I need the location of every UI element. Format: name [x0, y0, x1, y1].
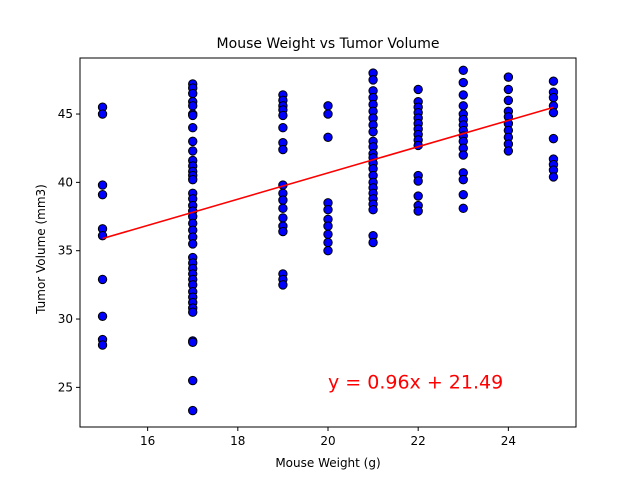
data-point	[323, 237, 333, 248]
data-point	[458, 189, 468, 200]
data-point	[97, 189, 108, 200]
plot-frame	[79, 57, 577, 428]
data-point	[97, 340, 108, 350]
data-point	[278, 195, 288, 205]
data-point	[323, 246, 333, 256]
data-point	[458, 101, 468, 111]
data-point	[368, 205, 378, 215]
data-point	[188, 146, 198, 156]
data-point	[458, 65, 468, 76]
ticks-layer: 16 18 20 22 24 25 30 35 40 45	[58, 107, 516, 448]
data-point	[278, 280, 288, 290]
data-point	[458, 77, 468, 88]
x-tick-label: 18	[230, 434, 245, 448]
data-point	[548, 107, 559, 118]
data-point	[323, 229, 333, 240]
data-point	[97, 311, 108, 321]
data-point	[188, 174, 198, 185]
data-point	[503, 95, 514, 106]
data-point	[278, 123, 288, 133]
regression-line	[102, 106, 554, 240]
data-point	[323, 221, 333, 231]
data-point	[413, 84, 423, 95]
data-point	[458, 90, 468, 100]
data-point	[188, 136, 198, 147]
y-axis-label: Tumor Volume (mm3)	[34, 184, 48, 315]
x-tick-label: 20	[320, 434, 335, 448]
x-tick-label: 22	[411, 434, 426, 448]
data-point	[278, 226, 288, 237]
data-point	[97, 230, 108, 241]
data-point	[323, 109, 333, 119]
data-point	[458, 174, 468, 185]
data-point	[188, 375, 198, 386]
regression-equation: y = 0.96x + 21.49	[328, 371, 503, 393]
data-point	[278, 203, 288, 214]
data-point	[97, 109, 108, 119]
data-point	[458, 150, 468, 160]
data-point	[368, 127, 378, 137]
y-tick-label: 25	[58, 380, 73, 394]
data-point	[188, 337, 198, 347]
data-point	[188, 123, 198, 133]
data-point	[323, 205, 333, 215]
data-point	[413, 191, 423, 201]
data-point	[548, 76, 559, 86]
data-point	[278, 110, 288, 121]
data-point	[188, 307, 198, 317]
x-tick-label: 16	[140, 434, 155, 448]
data-point	[278, 144, 288, 155]
data-point	[368, 237, 378, 248]
data-point	[413, 176, 423, 186]
x-tick-label: 24	[501, 434, 516, 448]
data-point	[323, 132, 333, 142]
data-point	[413, 206, 423, 216]
data-point	[548, 92, 559, 103]
chart-title: Mouse Weight vs Tumor Volume	[217, 36, 440, 52]
data-point	[188, 110, 198, 121]
data-point	[503, 146, 514, 156]
data-point	[188, 239, 198, 249]
data-point	[458, 203, 468, 214]
y-tick-label: 45	[58, 107, 73, 121]
data-point	[548, 172, 559, 182]
data-point	[188, 88, 198, 99]
data-point	[503, 84, 514, 95]
y-tick-label: 30	[58, 312, 73, 326]
data-point	[188, 405, 198, 416]
y-tick-label: 35	[58, 244, 73, 258]
x-axis-label: Mouse Weight (g)	[275, 456, 380, 470]
data-point	[503, 72, 514, 82]
data-point	[188, 101, 198, 111]
points-layer	[97, 65, 559, 416]
data-point	[97, 180, 108, 190]
data-point	[278, 213, 288, 223]
data-point	[368, 75, 378, 85]
data-point	[97, 274, 108, 285]
data-point	[323, 101, 333, 111]
y-tick-label: 40	[58, 175, 73, 189]
data-point	[548, 133, 559, 144]
